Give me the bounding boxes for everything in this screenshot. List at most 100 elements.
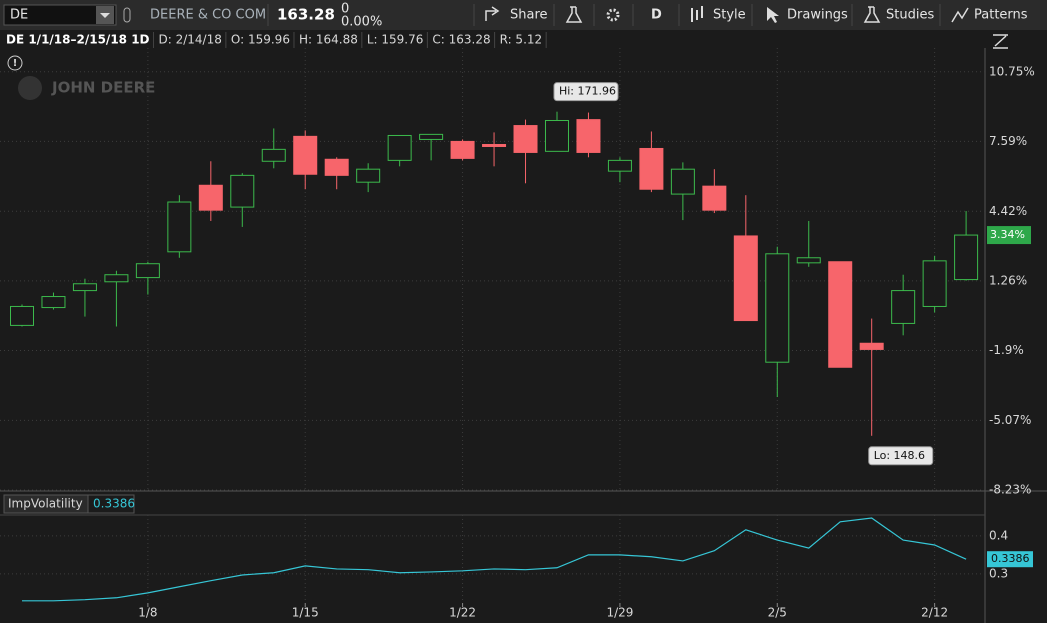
candle-body [356,168,381,183]
candle-body [41,296,66,309]
y-tick-label: 10.75% [989,64,1035,78]
candle-body [293,135,318,175]
candle-body [167,201,192,253]
settings-icon[interactable] [606,8,620,22]
candle-body [733,235,758,322]
alert-mark: ! [13,58,18,69]
last-value-label: 0.3386 [991,552,1030,565]
candle-body [230,174,255,208]
candle-body [639,147,664,190]
cursor-icon [767,7,779,23]
logo-icon [18,76,42,100]
drawings-button[interactable]: Drawings [787,8,848,23]
info-field: H: 164.88 [299,33,358,47]
candle-body [419,133,444,140]
symbol-box[interactable] [3,4,117,26]
style-icon [691,6,703,22]
flask-icon[interactable] [565,6,583,23]
patterns-icon [951,7,969,23]
candle-body [891,290,916,324]
info-field: L: 159.76 [367,33,424,47]
y-tick-label: 4.42% [989,204,1027,218]
candle-body [670,168,695,195]
candle-body [261,148,286,162]
candle-body [513,125,538,153]
candle-body [576,119,601,153]
info-field: DE 1/1/18–2/15/18 1D [6,33,150,47]
info-bar-texts: DE 1/1/18–2/15/18 1D D: 2/14/18 O: 159.96 H… [6,32,547,48]
candle-body [954,234,979,281]
y-tick-label: 1.26% [989,273,1027,287]
study-value: 0.3386 [93,497,135,511]
x-tick-label: 2/12 [921,606,948,620]
info-bar [0,30,985,49]
candle-body [135,263,160,279]
info-field: R: 5.12 [500,33,543,47]
share-button[interactable]: Share [510,8,548,23]
candle-body [450,140,475,159]
x-tick-label: 1/29 [606,606,633,620]
price-panel: 10.75% 7.59% 4.42% 1.26% -1.9% -5.07% -8.23% Hi… [0,48,1035,497]
share-icon [485,6,500,21]
candle-body [482,144,507,147]
y-tick-label: -8.23% [989,483,1031,497]
toolbar: DE DEERE & CO COM 163.28 0 0.00% Share D… [0,0,1047,30]
link-icon[interactable] [123,7,131,23]
candle-body [104,274,129,283]
study-value-box [87,494,135,514]
y-tick-label: 0.4 [989,528,1008,542]
info-field: C: 163.28 [432,33,490,47]
candle-body [324,158,349,176]
studies-button[interactable]: Studies [886,8,934,23]
annotation-label: Hi: 171.96 [559,85,616,98]
y-tick-label: 7.59% [989,134,1027,148]
candle-body [198,184,223,211]
x-tick-label: 2/5 [768,606,787,620]
study-panel: 0.4 0.3 1/8 1/15 1/22 1/29 2/5 2/12 0.3386 [0,515,1033,620]
dropdown-arrow [100,13,110,18]
study-title: ImpVolatility [8,497,83,511]
last-price-marker [987,226,1031,245]
change-pct: 0.00% [341,15,382,30]
change: 0 [341,2,349,17]
chart-settings-icon[interactable] [993,34,1008,49]
info-field: O: 159.96 [231,33,290,47]
iv-line [22,517,967,602]
candle-body [387,134,412,161]
candle-body [765,253,790,363]
candle-body [702,185,727,211]
symbol: DE [10,8,28,23]
alert-icon[interactable] [7,55,23,71]
last-price: 163.28 [277,6,335,24]
annotation-box [553,82,619,102]
candle-body [796,257,821,264]
x-tick-label: 1/15 [292,606,319,620]
candle-body [922,260,947,307]
style-button[interactable]: Style [713,8,746,23]
last-value-marker [987,551,1033,568]
x-tick-label: 1/22 [449,606,476,620]
candle-body [828,261,853,368]
patterns-button[interactable]: Patterns [974,8,1028,23]
y-tick-label: 0.3 [989,566,1008,580]
last-price-label: 3.34% [990,228,1025,241]
company: DEERE & CO COM [150,8,266,23]
annotation-label: Lo: 148.6 [874,449,925,462]
candle-body [859,342,884,350]
annotation-box [868,446,934,466]
candle-body [72,283,97,292]
studies-icon [863,6,881,23]
x-tick-label: 1/8 [138,606,157,620]
candle-body [10,305,34,326]
candle-body [544,119,569,152]
y-tick-label: -1.9% [989,343,1024,357]
timeframe-button[interactable]: D [651,8,662,23]
watermark: JOHN DEERE [51,79,155,97]
candle-body [607,159,632,172]
toolbar-bg [0,0,1047,30]
info-field: D: 2/14/18 [159,33,222,47]
y-tick-label: -5.07% [989,413,1031,427]
